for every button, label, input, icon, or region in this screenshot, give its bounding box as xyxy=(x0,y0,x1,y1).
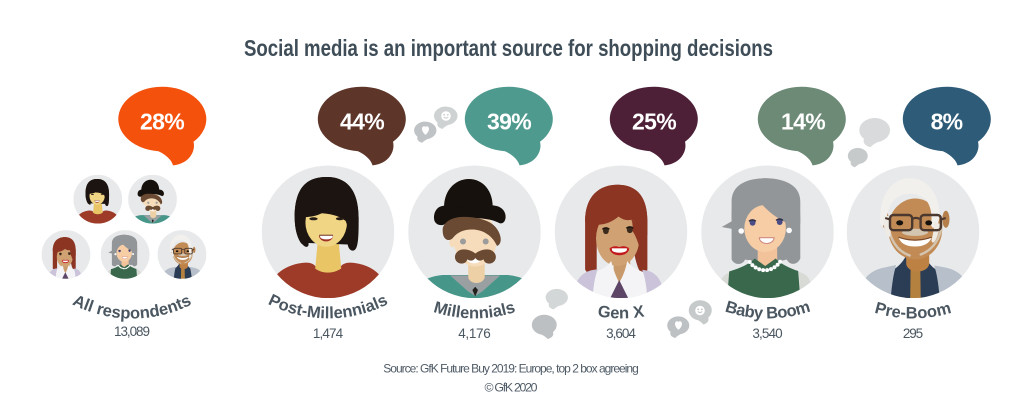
svg-text:4,176: 4,176 xyxy=(458,326,491,341)
svg-text:Millennials: Millennials xyxy=(432,298,517,322)
svg-text:39%: 39% xyxy=(487,109,531,135)
svg-text:25%: 25% xyxy=(632,109,676,135)
svg-text:44%: 44% xyxy=(340,109,384,135)
svg-text:Source: GfK Future Buy 2019: E: Source: GfK Future Buy 2019: Europe, top… xyxy=(383,362,639,376)
svg-text:Social media is an important s: Social media is an important source for … xyxy=(244,35,773,61)
svg-text:Pre-Boom: Pre-Boom xyxy=(873,299,953,322)
svg-text:All respondents: All respondents xyxy=(70,291,194,322)
svg-text:Baby Boom: Baby Boom xyxy=(723,298,812,323)
svg-text:3,540: 3,540 xyxy=(752,326,782,341)
svg-text:28%: 28% xyxy=(140,109,184,135)
svg-text:© GfK 2020: © GfK 2020 xyxy=(485,381,538,395)
svg-text:Gen X: Gen X xyxy=(597,302,646,322)
svg-text:295: 295 xyxy=(903,326,923,341)
svg-text:13,089: 13,089 xyxy=(114,324,150,339)
svg-text:3,604: 3,604 xyxy=(606,326,636,341)
svg-text:1,474: 1,474 xyxy=(313,326,344,341)
svg-text:8%: 8% xyxy=(931,109,963,135)
svg-text:14%: 14% xyxy=(781,109,825,135)
